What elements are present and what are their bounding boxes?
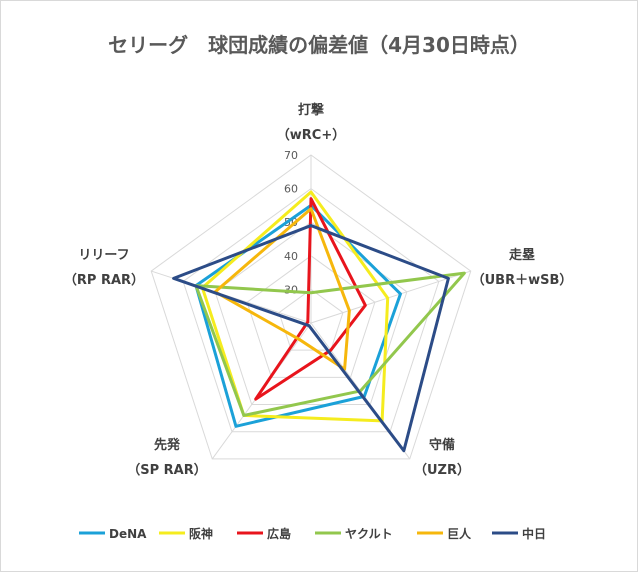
axis-label: 打撃 <box>298 102 324 118</box>
series-line-1 <box>200 190 390 423</box>
axis-label: 走塁 <box>509 247 535 263</box>
axis-label: 先発 <box>154 437 181 453</box>
series-line-4 <box>213 207 351 371</box>
chart-title: セリーグ 球団成績の偏差値（4月30日時点） <box>108 33 530 57</box>
legend-label: ヤクルト <box>345 527 393 541</box>
series-line-3 <box>194 271 466 417</box>
axis-label: 守備 <box>429 437 455 453</box>
legend-label: 広島 <box>267 526 291 541</box>
grid-ring-30 <box>278 288 344 351</box>
series-line-5 <box>172 224 450 453</box>
radar-axis-labels: 打撃 （wRC+） 走塁 （UBR＋wSB） 守備 （UZR） 先発 （SP RAR） リリーフ… <box>64 102 572 478</box>
grid-ring-50 <box>214 221 408 406</box>
grid-ring-40 <box>246 255 376 378</box>
axis-sublabel: （UBR＋wSB） <box>472 272 573 288</box>
axis-sublabel: （RP RAR） <box>64 272 144 288</box>
grid-ring-70 <box>150 154 472 460</box>
legend-label: 巨人 <box>447 526 472 541</box>
axis-label: リリーフ <box>78 248 129 263</box>
legend: DeNA 阪神 広島 ヤクルト 巨人 中日 <box>79 526 546 541</box>
grid-spoke <box>310 270 471 324</box>
tick-label: 70 <box>284 149 298 162</box>
tick-label: 40 <box>284 250 298 263</box>
axis-sublabel: （SP RAR） <box>127 462 207 478</box>
radar-series <box>172 190 466 453</box>
legend-label: DeNA <box>109 527 147 541</box>
tick-label: 50 <box>284 216 298 229</box>
tick-label: 60 <box>284 183 298 196</box>
legend-label: 阪神 <box>189 526 213 541</box>
axis-sublabel: （UZR） <box>414 462 470 478</box>
legend-label: 中日 <box>522 526 546 541</box>
series-line-0 <box>194 203 402 428</box>
axis-sublabel: （wRC+） <box>277 127 345 143</box>
